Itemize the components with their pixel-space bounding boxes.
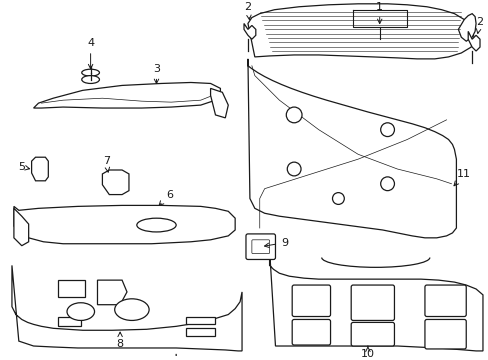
FancyBboxPatch shape (424, 285, 465, 316)
Polygon shape (102, 170, 129, 194)
Polygon shape (185, 328, 215, 336)
Circle shape (380, 177, 394, 191)
Text: 10: 10 (360, 346, 374, 359)
Text: 9: 9 (264, 238, 287, 248)
Ellipse shape (67, 303, 94, 320)
Polygon shape (97, 280, 127, 305)
Polygon shape (12, 265, 242, 351)
Ellipse shape (115, 299, 149, 320)
FancyBboxPatch shape (292, 319, 330, 345)
FancyBboxPatch shape (251, 240, 269, 253)
Polygon shape (34, 82, 220, 108)
FancyBboxPatch shape (350, 323, 394, 346)
Polygon shape (457, 14, 475, 41)
Polygon shape (247, 4, 473, 59)
Polygon shape (210, 88, 228, 118)
Circle shape (380, 123, 394, 136)
Text: 2: 2 (475, 17, 483, 33)
Polygon shape (185, 316, 215, 324)
FancyBboxPatch shape (292, 285, 330, 316)
Text: 11: 11 (453, 169, 470, 186)
Circle shape (286, 162, 301, 176)
Text: 6: 6 (159, 190, 172, 206)
Text: 4: 4 (87, 38, 94, 69)
Ellipse shape (81, 69, 99, 76)
Polygon shape (32, 157, 48, 181)
Text: 8: 8 (116, 332, 123, 349)
Circle shape (332, 193, 344, 204)
Polygon shape (14, 206, 235, 244)
Text: 3: 3 (153, 64, 160, 84)
Polygon shape (467, 31, 479, 51)
Polygon shape (58, 316, 81, 327)
FancyBboxPatch shape (424, 319, 465, 349)
Polygon shape (269, 249, 482, 351)
Polygon shape (58, 280, 84, 297)
Text: 2: 2 (244, 2, 251, 20)
Ellipse shape (81, 76, 99, 84)
Ellipse shape (137, 218, 176, 232)
Polygon shape (14, 208, 29, 246)
Text: 5: 5 (18, 162, 29, 172)
Text: 7: 7 (102, 156, 110, 172)
Text: 1: 1 (375, 2, 383, 23)
Circle shape (285, 107, 302, 123)
Polygon shape (247, 59, 455, 238)
FancyBboxPatch shape (350, 285, 394, 320)
FancyBboxPatch shape (245, 234, 275, 260)
Polygon shape (244, 23, 255, 39)
